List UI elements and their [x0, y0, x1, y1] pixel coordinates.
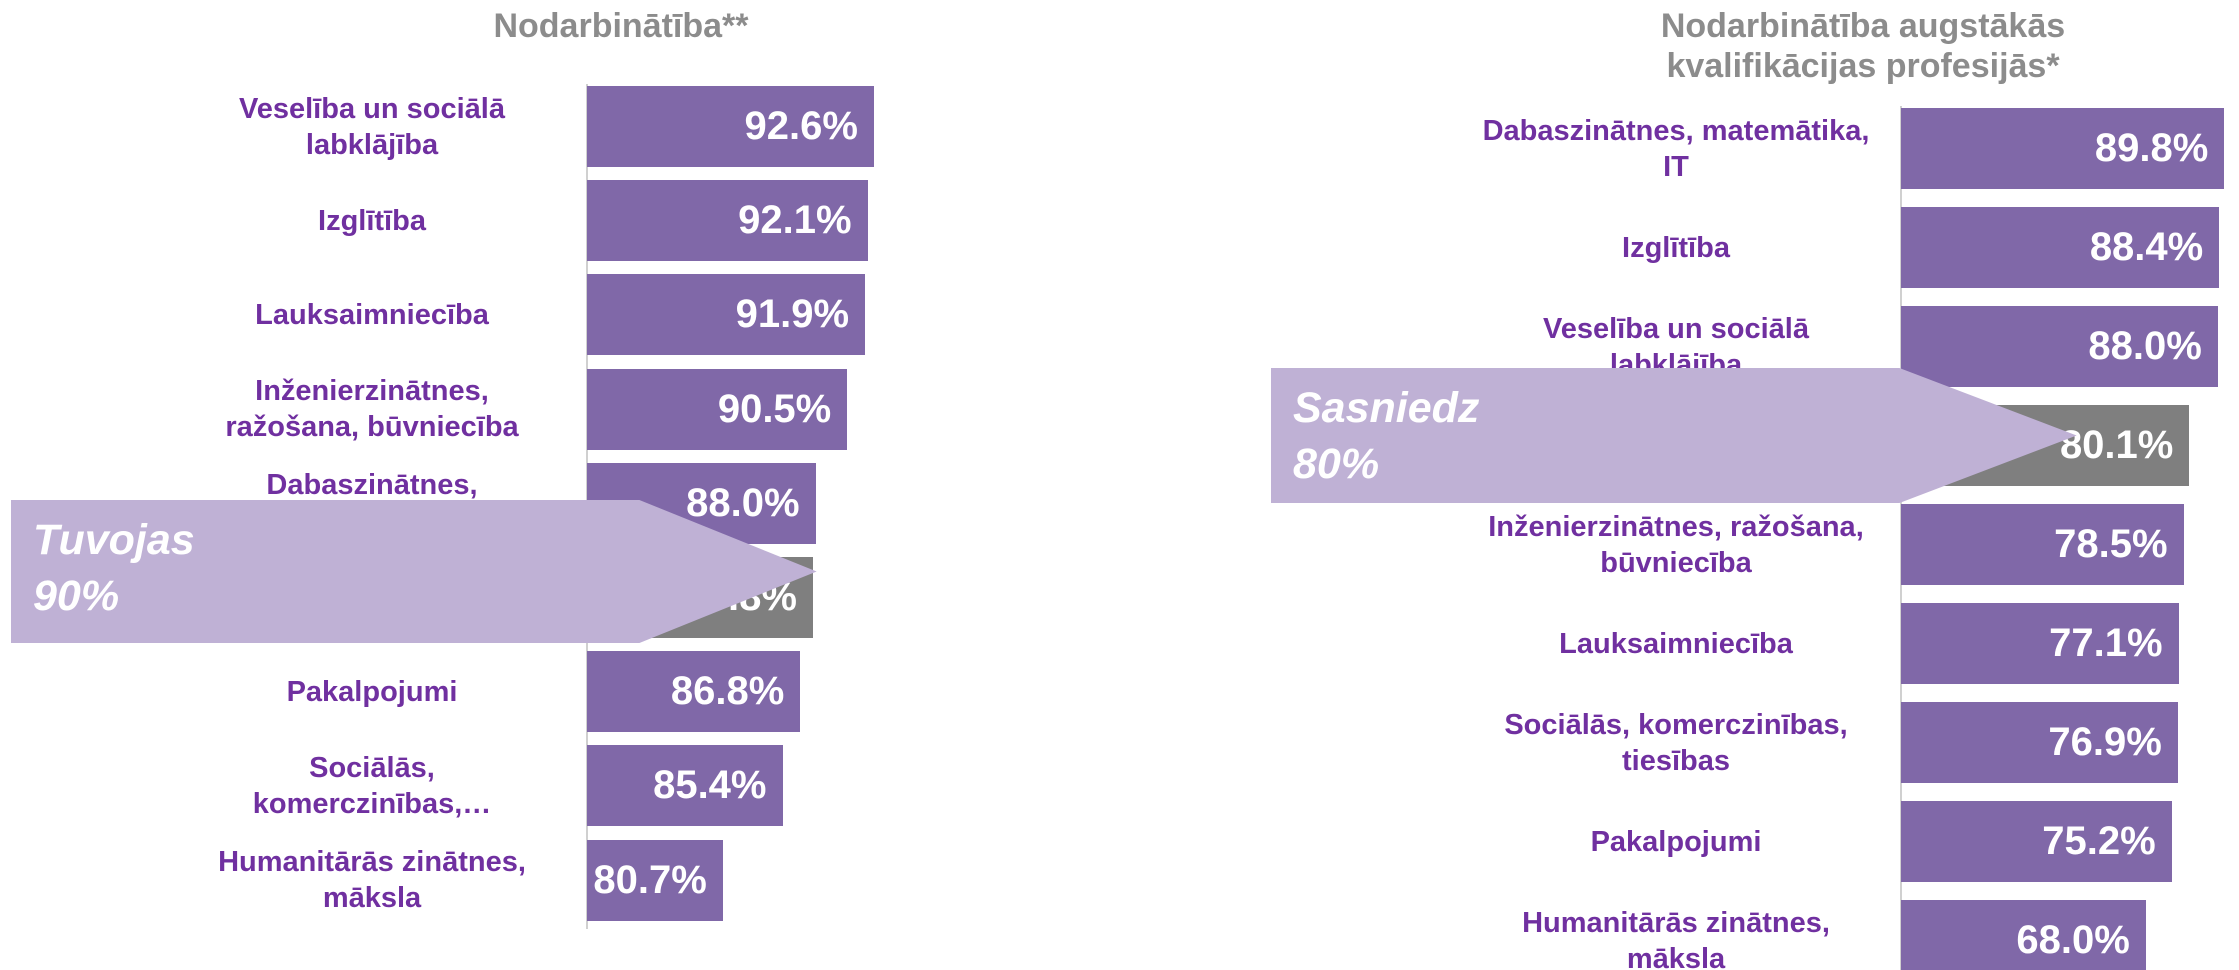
bar: 76.9% — [1901, 702, 2178, 783]
chart-title: Nodarbinātība** — [493, 7, 749, 45]
value-label: 88.0% — [2088, 324, 2202, 368]
value-label: 92.1% — [738, 198, 852, 243]
bar: 75.2% — [1901, 801, 2172, 882]
bar: 77.1% — [1901, 603, 2179, 684]
value-label: 76.9% — [2048, 720, 2162, 764]
bar: 68.0% — [1901, 900, 2146, 970]
category-label: Izglītība — [1622, 231, 1730, 264]
bar: 78.5% — [1901, 504, 2184, 585]
bar: 88.4% — [1901, 207, 2220, 288]
category-label: Lauksaimniecība — [1559, 627, 1793, 660]
category-label: Humanitārās zinātnes, māksla — [218, 846, 526, 915]
value-label: 89.8% — [2094, 126, 2209, 170]
category-label: Inženierzinātnes, ražošana, būvniecība — [1488, 510, 1864, 579]
bar: 90.5% — [587, 368, 848, 450]
value-label: 78.5% — [2054, 522, 2168, 566]
value-label: 80.7% — [593, 857, 707, 902]
value-label: 68.0% — [2016, 918, 2130, 962]
value-label: 80.1% — [2059, 423, 2174, 467]
bar: 92.1% — [587, 180, 868, 262]
category-label: Lauksaimniecība — [255, 298, 489, 331]
chart-title: Nodarbinātība augstākās kvalifikācijas p… — [1660, 7, 2066, 85]
value-label: 75.2% — [2042, 819, 2156, 863]
value-label: 77.1% — [2049, 621, 2163, 665]
bar: 88.0% — [1901, 306, 2218, 387]
value-label: 92.6% — [744, 104, 858, 148]
bar: 85.4% — [587, 745, 783, 827]
category-label: Izglītība — [318, 204, 426, 237]
category-label: Pakalpojumi — [286, 675, 458, 708]
bar: 80.7% — [587, 839, 723, 921]
category-label: Veselība un sociālā labklājība — [239, 92, 505, 161]
bar: 92.6% — [587, 86, 874, 167]
category-label: Sociālās, komerczinības, tiesības — [1504, 708, 1848, 777]
value-label: 90.5% — [717, 386, 832, 431]
bar: 86.8% — [587, 651, 801, 733]
callout: Tuvojas 90% — [11, 500, 817, 643]
category-label: Dabaszinātnes, matemātika, IT — [1482, 114, 1870, 183]
bar: 91.9% — [587, 274, 866, 356]
value-label: 91.9% — [735, 292, 850, 337]
value-label: 86.8% — [670, 669, 785, 714]
value-label: 85.4% — [653, 763, 767, 808]
category-label: Sociālās, komerczinības,… — [252, 751, 492, 820]
category-label: Pakalpojumi — [1590, 825, 1762, 858]
category-label: Inženierzinātnes, ražošana, būvniecība — [225, 375, 519, 444]
callout: Sasniedz 80% — [1271, 368, 2077, 503]
value-label: 88.4% — [2089, 225, 2204, 269]
value-label: 88.0% — [686, 480, 800, 525]
category-label: Humanitārās zinātnes, māksla — [1522, 906, 1830, 970]
bar: 89.8% — [1901, 108, 2225, 189]
